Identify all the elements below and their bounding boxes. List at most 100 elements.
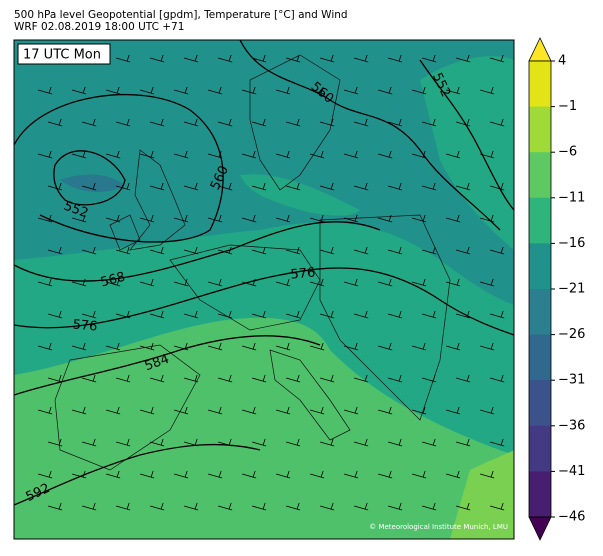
wind-barb: [242, 406, 257, 415]
wind-barb: [456, 310, 471, 319]
wind-barb: [252, 118, 267, 127]
wind-barb: [490, 502, 505, 511]
wind-barb: [38, 150, 53, 159]
wind-barb: [286, 54, 301, 63]
wind-barb: [354, 54, 369, 63]
wind-barb: [140, 86, 155, 95]
wind-barb: [388, 182, 403, 191]
wind-barb: [422, 438, 437, 447]
wind-barb: [378, 214, 393, 223]
wind-barb: [388, 118, 403, 127]
wind-barb: [456, 374, 471, 383]
wind-barb: [218, 438, 233, 447]
wind-barb: [310, 86, 325, 95]
wind-barb: [116, 54, 131, 63]
wind-barb: [480, 342, 495, 351]
wind-barb: [242, 278, 257, 287]
wind-barb: [106, 86, 121, 95]
wind-barb: [422, 246, 437, 255]
wind-barb: [344, 278, 359, 287]
wind-barb: [490, 374, 505, 383]
wind-barb: [320, 54, 335, 63]
wind-barb: [310, 278, 325, 287]
wind-barb: [140, 470, 155, 479]
wind-barb: [286, 118, 301, 127]
wind-barb: [490, 182, 505, 191]
wind-barb: [490, 54, 505, 63]
wind-barb: [38, 214, 53, 223]
wind-barb: [480, 406, 495, 415]
wind-barb: [276, 470, 291, 479]
wind-barb: [310, 470, 325, 479]
wind-barb: [286, 438, 301, 447]
wind-barb: [116, 374, 131, 383]
wind-barb: [82, 118, 97, 127]
wind-barb: [208, 214, 223, 223]
wind-barb: [208, 150, 223, 159]
wind-barb: [514, 471, 528, 478]
wind-barb: [378, 406, 393, 415]
wind-barb: [412, 214, 427, 223]
wind-barb: [378, 150, 393, 159]
map-frame: [13, 39, 515, 540]
wind-barb: [320, 182, 335, 191]
colorbar-tick-label: −31: [558, 373, 585, 388]
wind-barb: [514, 215, 528, 222]
colorbar-tick-label: 4: [558, 54, 566, 69]
wind-barb: [242, 470, 257, 479]
wind-barb: [174, 342, 189, 351]
wind-barb: [276, 150, 291, 159]
wind-barb: [252, 310, 267, 319]
wind-barb: [378, 470, 393, 479]
wind-barb: [218, 310, 233, 319]
wind-barb: [242, 150, 257, 159]
wind-barb: [422, 54, 437, 63]
wind-barb: [150, 118, 165, 127]
wind-barb: [140, 214, 155, 223]
wind-barb: [242, 86, 257, 95]
wind-barb: [344, 342, 359, 351]
wind-barb: [140, 278, 155, 287]
wind-barb: [72, 278, 87, 287]
contour-label: 576: [290, 265, 316, 282]
colorbar-band: [529, 152, 551, 199]
colorbar-band: [529, 425, 551, 472]
wind-barb: [174, 278, 189, 287]
wind-barb: [106, 214, 121, 223]
wind-barb: [276, 406, 291, 415]
wind-barb: [252, 182, 267, 191]
wind-barb: [456, 118, 471, 127]
wind-barb: [106, 150, 121, 159]
subtitle: WRF 02.08.2019 18:00 UTC +71: [14, 21, 184, 33]
contour-label: 576: [72, 317, 98, 334]
wind-barb: [38, 406, 53, 415]
wind-barb: [184, 118, 199, 127]
wind-barb: [354, 118, 369, 127]
wind-barb: [208, 406, 223, 415]
wind-barb: [140, 342, 155, 351]
wind-barb: [490, 310, 505, 319]
colorbar-tick-label: −6: [558, 145, 577, 160]
wind-barb: [38, 278, 53, 287]
wind-barb: [310, 150, 325, 159]
wind-barb: [422, 374, 437, 383]
colorbar-band: [529, 197, 551, 244]
wind-barb: [116, 310, 131, 319]
wind-barb: [412, 470, 427, 479]
wind-barb: [480, 470, 495, 479]
wind-barb: [48, 182, 63, 191]
wind-barb: [354, 182, 369, 191]
wind-barb: [184, 438, 199, 447]
wind-barb: [252, 502, 267, 511]
wind-barb: [48, 438, 63, 447]
wind-barb: [218, 246, 233, 255]
wind-barb: [422, 502, 437, 511]
colorbar-extend-bottom: [528, 516, 552, 541]
wind-barb: [320, 310, 335, 319]
colorbar-band: [529, 471, 551, 518]
wind-barb: [286, 374, 301, 383]
wind-barb: [514, 87, 528, 94]
wind-barb: [184, 246, 199, 255]
wind-barb: [116, 118, 131, 127]
wind-barb: [344, 470, 359, 479]
